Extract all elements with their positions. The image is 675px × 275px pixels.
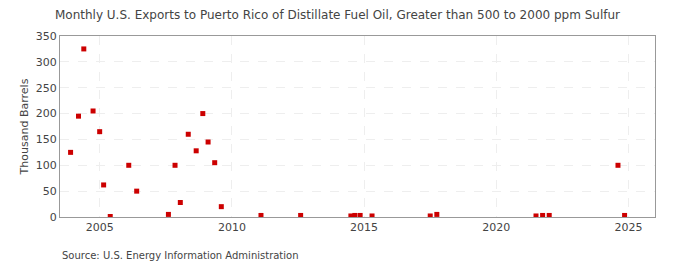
svg-text:2015: 2015 (350, 221, 378, 234)
svg-text:2010: 2010 (218, 221, 246, 234)
svg-text:2005: 2005 (86, 221, 114, 234)
svg-text:Source: U.S. Energy Informatio: Source: U.S. Energy Information Administ… (62, 250, 299, 261)
svg-text:350: 350 (36, 30, 57, 43)
svg-text:50: 50 (43, 185, 57, 198)
svg-text:150: 150 (36, 133, 57, 146)
svg-text:Thousand Barrels: Thousand Barrels (18, 78, 31, 175)
svg-text:300: 300 (36, 56, 57, 69)
svg-text:100: 100 (36, 159, 57, 172)
svg-text:Monthly U.S. Exports to Puerto: Monthly U.S. Exports to Puerto Rico of D… (55, 8, 620, 22)
svg-text:2025: 2025 (615, 221, 643, 234)
svg-text:0: 0 (50, 211, 57, 224)
svg-text:2020: 2020 (482, 221, 510, 234)
svg-text:200: 200 (36, 107, 57, 120)
svg-text:250: 250 (36, 82, 57, 95)
